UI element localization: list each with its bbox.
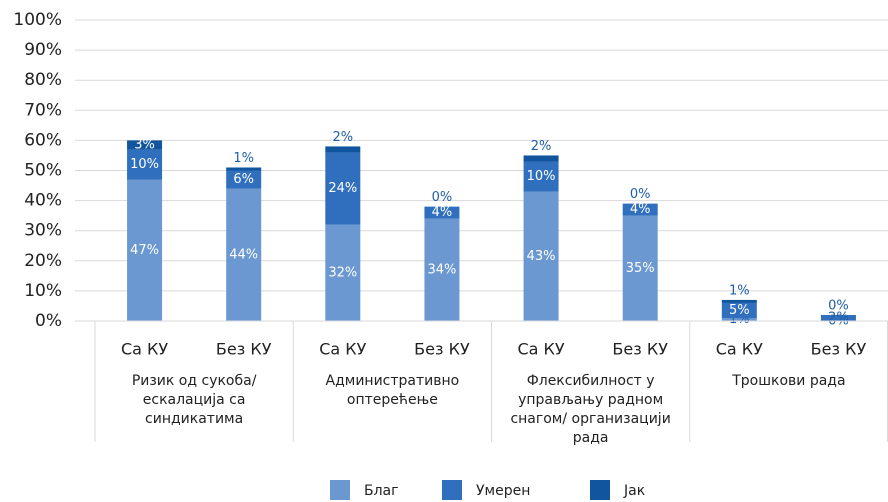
- data-label: 2%: [333, 130, 354, 145]
- y-tick-label: 100%: [13, 10, 62, 30]
- group-label: управљању радном: [518, 392, 663, 408]
- data-label: 1%: [233, 151, 254, 166]
- bar-segment: [622, 203, 658, 216]
- data-label: 24%: [328, 181, 357, 196]
- bar-segment: [226, 188, 262, 321]
- group-label: ескалација са: [143, 392, 246, 408]
- bar-segment: [226, 167, 262, 171]
- data-label: 0%: [828, 298, 849, 313]
- bar-segment: [226, 170, 262, 189]
- group-label: Трошкови рада: [731, 373, 845, 389]
- y-tick-label: 30%: [24, 221, 62, 241]
- data-label: 35%: [626, 261, 655, 276]
- group-label: Ризик од сукоба/: [132, 373, 257, 389]
- y-tick-label: 50%: [24, 161, 62, 181]
- group-label: снагом/ организацији: [510, 411, 670, 427]
- group-label: рада: [573, 430, 609, 446]
- data-label: 0%: [432, 190, 453, 205]
- data-label: 4%: [432, 205, 453, 220]
- data-label: 2%: [828, 310, 849, 325]
- y-tick-label: 10%: [24, 281, 62, 301]
- bar-segment: [325, 152, 361, 225]
- legend-swatch: [442, 480, 462, 500]
- y-tick-label: 60%: [24, 130, 62, 150]
- bar-segment: [523, 161, 559, 192]
- y-tick-label: 80%: [24, 70, 62, 90]
- data-label: 0%: [630, 187, 651, 202]
- group-label: синдикатима: [145, 411, 243, 427]
- bar-segment: [127, 140, 163, 150]
- x-tick-label: Без КУ: [414, 340, 470, 359]
- data-label: 3%: [134, 137, 155, 152]
- data-label: 2%: [531, 139, 552, 154]
- x-tick-label: Са КУ: [517, 340, 564, 359]
- bar-segment: [325, 146, 361, 153]
- legend-label: Благ: [364, 483, 399, 499]
- bar-segment: [622, 215, 658, 321]
- group-label: Административно: [326, 373, 460, 389]
- data-label: 1%: [729, 283, 750, 298]
- x-tick-label: Са КУ: [716, 340, 763, 359]
- data-label: 10%: [527, 169, 556, 184]
- group-label: оптерећење: [347, 392, 438, 408]
- legend-label: Умерен: [476, 483, 530, 499]
- bar-segment: [424, 218, 460, 321]
- data-label: 5%: [729, 303, 750, 318]
- group-label: Флексибилност у: [527, 373, 655, 389]
- bar-segment: [325, 224, 361, 321]
- bar-segment: [721, 302, 757, 318]
- data-label: 44%: [229, 247, 258, 262]
- bar-segment: [820, 314, 856, 321]
- x-tick-label: Са КУ: [319, 340, 366, 359]
- y-tick-label: 90%: [24, 40, 62, 60]
- bar-segment: [523, 191, 559, 321]
- bar-segment: [127, 149, 163, 180]
- y-tick-label: 20%: [24, 251, 62, 271]
- bar-segment: [721, 299, 757, 303]
- x-tick-label: Без КУ: [216, 340, 272, 359]
- data-label: 6%: [233, 172, 254, 187]
- bar-segment: [127, 179, 163, 321]
- bar-segment: [721, 317, 757, 321]
- data-label: 34%: [427, 262, 456, 277]
- data-label: 47%: [130, 243, 159, 258]
- data-label: 4%: [630, 202, 651, 217]
- legend-label: Јак: [623, 483, 645, 499]
- y-tick-label: 70%: [24, 100, 62, 120]
- y-tick-label: 40%: [24, 191, 62, 211]
- data-label: 43%: [527, 249, 556, 264]
- bar-segment: [523, 155, 559, 162]
- x-tick-label: Са КУ: [121, 340, 168, 359]
- bar-segment: [424, 206, 460, 219]
- data-label: 10%: [130, 157, 159, 172]
- data-label: 32%: [328, 265, 357, 280]
- x-tick-label: Без КУ: [612, 340, 668, 359]
- y-tick-label: 0%: [35, 311, 62, 331]
- legend-swatch: [330, 480, 350, 500]
- legend-swatch: [590, 480, 610, 500]
- x-tick-label: Без КУ: [811, 340, 867, 359]
